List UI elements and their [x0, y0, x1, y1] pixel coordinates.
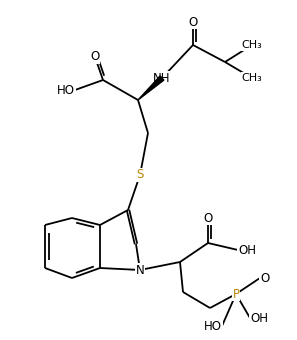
Text: HO: HO [57, 84, 75, 97]
Text: OH: OH [238, 243, 256, 256]
Text: P: P [233, 288, 239, 301]
Text: NH: NH [153, 71, 171, 85]
Text: O: O [260, 272, 269, 285]
Text: S: S [136, 169, 144, 182]
Polygon shape [138, 76, 164, 100]
Text: N: N [136, 264, 144, 276]
Text: HO: HO [204, 320, 222, 333]
Text: CH₃: CH₃ [242, 73, 262, 83]
Text: O: O [203, 211, 213, 224]
Text: OH: OH [250, 311, 268, 324]
Text: CH₃: CH₃ [242, 40, 262, 50]
Text: O: O [188, 16, 198, 29]
Text: O: O [90, 51, 99, 64]
